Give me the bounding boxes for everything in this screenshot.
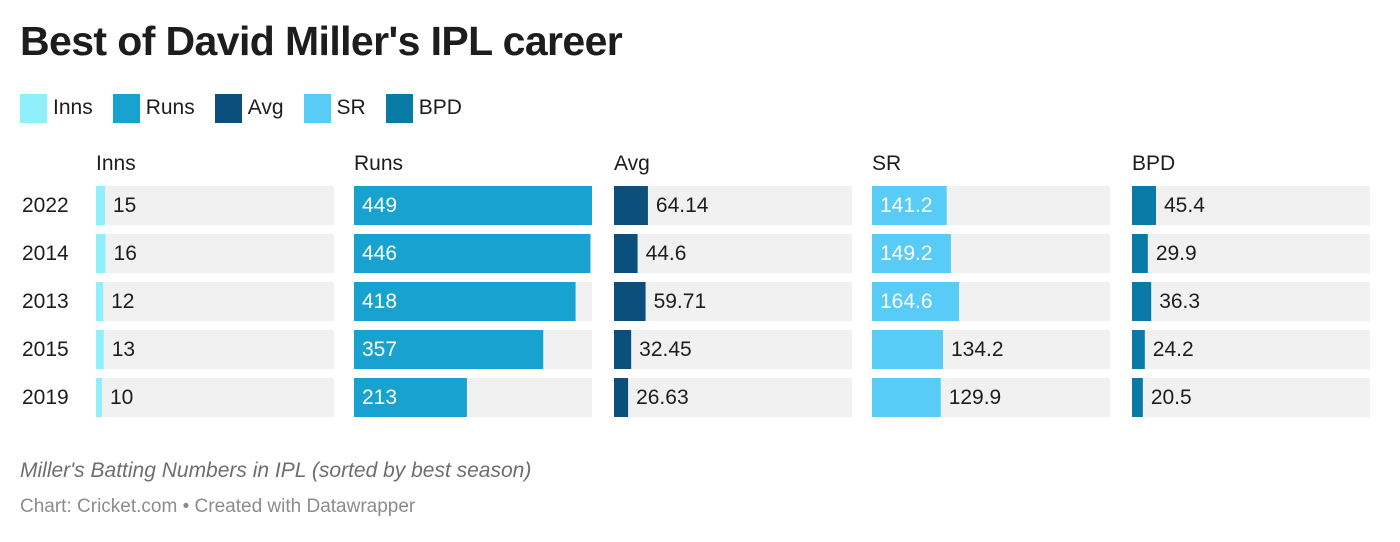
value-label-bpd-2013: 36.3: [1159, 290, 1200, 313]
chart-title: Best of David Miller's IPL career: [20, 18, 623, 64]
value-label-runs-2015: 357: [362, 338, 397, 361]
value-label-sr-2015: 134.2: [951, 338, 1004, 361]
legend-label-avg: Avg: [247, 96, 284, 119]
bar-chart: 2022 2014 2013 2015 2019 Inns 15 16 12 13 10 Runs 44…: [22, 152, 1370, 417]
bar-track-inns-2013: [96, 282, 334, 321]
bar-runs-2015: [354, 330, 544, 369]
row-label-2022: 2022: [22, 194, 69, 217]
legend-label-runs: Runs: [145, 96, 195, 119]
footer-source-label: Chart:: [20, 496, 72, 517]
bar-avg-2015: [614, 330, 632, 369]
bar-sr-2019: [872, 378, 941, 417]
legend-label-bpd: BPD: [418, 96, 462, 119]
bar-track-avg-2014: [614, 234, 852, 273]
bar-runs-2022: [354, 186, 592, 225]
value-label-avg-2022: 64.14: [656, 194, 709, 217]
bar-inns-2022: [96, 186, 105, 225]
legend-item-avg: Avg: [214, 93, 284, 123]
bar-track-inns-2015: [96, 330, 334, 369]
column-header-avg: Avg: [614, 152, 650, 175]
row-label-2014: 2014: [22, 242, 69, 265]
column-header-sr: SR: [872, 152, 901, 175]
legend-swatch-inns: [20, 93, 47, 123]
bar-inns-2013: [96, 282, 104, 321]
value-label-avg-2013: 59.71: [654, 290, 707, 313]
legend-swatch-runs: [112, 93, 140, 123]
value-label-inns-2013: 12: [111, 290, 134, 313]
value-label-inns-2019: 10: [110, 386, 133, 409]
bar-avg-2022: [614, 186, 648, 225]
bar-bpd-2022: [1132, 186, 1157, 225]
bar-avg-2019: [614, 378, 629, 417]
value-label-runs-2013: 418: [362, 290, 397, 313]
column-header-inns: Inns: [96, 152, 136, 175]
legend-item-runs: Runs: [112, 93, 195, 123]
bar-avg-2014: [614, 234, 638, 273]
value-label-avg-2015: 32.45: [639, 338, 692, 361]
value-label-sr-2014: 149.2: [880, 242, 933, 265]
bar-avg-2013: [614, 282, 646, 321]
bar-track-avg-2015: [614, 330, 852, 369]
bar-track-bpd-2015: [1132, 330, 1370, 369]
bar-sr-2015: [872, 330, 943, 369]
value-label-runs-2022: 449: [362, 194, 397, 217]
bar-track-bpd-2022: [1132, 186, 1370, 225]
bar-bpd-2013: [1132, 282, 1152, 321]
bar-inns-2019: [96, 378, 102, 417]
bar-track-bpd-2019: [1132, 378, 1370, 417]
value-label-bpd-2014: 29.9: [1156, 242, 1197, 265]
bar-runs-2019: [354, 378, 467, 417]
legend-swatch-avg: [214, 93, 242, 123]
value-label-sr-2019: 129.9: [949, 386, 1002, 409]
legend-item-sr: SR: [303, 93, 366, 123]
footer-source: Cricket.com: [77, 496, 178, 517]
bar-track-avg-2022: [614, 186, 852, 225]
legend-label-sr: SR: [336, 96, 366, 119]
legend-swatch-bpd: [385, 93, 413, 123]
legend: Inns Runs Avg SR BPD: [20, 92, 462, 124]
bar-track-inns-2014: [96, 234, 334, 273]
legend-label-inns: Inns: [53, 96, 93, 119]
chart-description: Miller's Batting Numbers in IPL (sorted …: [20, 459, 532, 482]
bar-track-avg-2019: [614, 378, 852, 417]
bar-track-bpd-2013: [1132, 282, 1370, 321]
row-label-2019: 2019: [22, 386, 69, 409]
bar-bpd-2019: [1132, 378, 1143, 417]
legend-item-bpd: BPD: [385, 93, 462, 123]
bar-track-avg-2013: [614, 282, 852, 321]
bar-runs-2014: [354, 234, 591, 273]
chart-footer: Chart: Cricket.com • Created with Datawr…: [20, 496, 415, 518]
value-label-runs-2019: 213: [362, 386, 397, 409]
row-label-2015: 2015: [22, 338, 69, 361]
column-header-runs: Runs: [354, 152, 403, 175]
bar-sr-2022: [872, 186, 947, 225]
value-label-bpd-2019: 20.5: [1151, 386, 1192, 409]
value-label-avg-2019: 26.63: [636, 386, 689, 409]
legend-swatch-sr: [303, 93, 331, 123]
bar-track-inns-2022: [96, 186, 334, 225]
bar-track-bpd-2014: [1132, 234, 1370, 273]
column-header-bpd: BPD: [1132, 152, 1175, 175]
value-label-sr-2013: 164.6: [880, 290, 933, 313]
value-label-sr-2022: 141.2: [880, 194, 933, 217]
legend-item-inns: Inns: [20, 93, 93, 123]
bar-track-inns-2019: [96, 378, 334, 417]
bar-inns-2014: [96, 234, 106, 273]
footer-credit: Created with Datawrapper: [194, 496, 416, 517]
value-label-inns-2014: 16: [114, 242, 137, 265]
value-label-bpd-2022: 45.4: [1164, 194, 1205, 217]
value-label-inns-2015: 13: [112, 338, 135, 361]
value-label-runs-2014: 446: [362, 242, 397, 265]
bar-bpd-2014: [1132, 234, 1148, 273]
bar-bpd-2015: [1132, 330, 1145, 369]
value-label-bpd-2015: 24.2: [1153, 338, 1194, 361]
row-label-2013: 2013: [22, 290, 69, 313]
bar-runs-2013: [354, 282, 576, 321]
value-label-avg-2014: 44.6: [646, 242, 687, 265]
bar-sr-2013: [872, 282, 960, 321]
bar-sr-2014: [872, 234, 951, 273]
value-label-inns-2022: 15: [113, 194, 136, 217]
bar-inns-2015: [96, 330, 104, 369]
footer-separator: •: [182, 496, 190, 517]
